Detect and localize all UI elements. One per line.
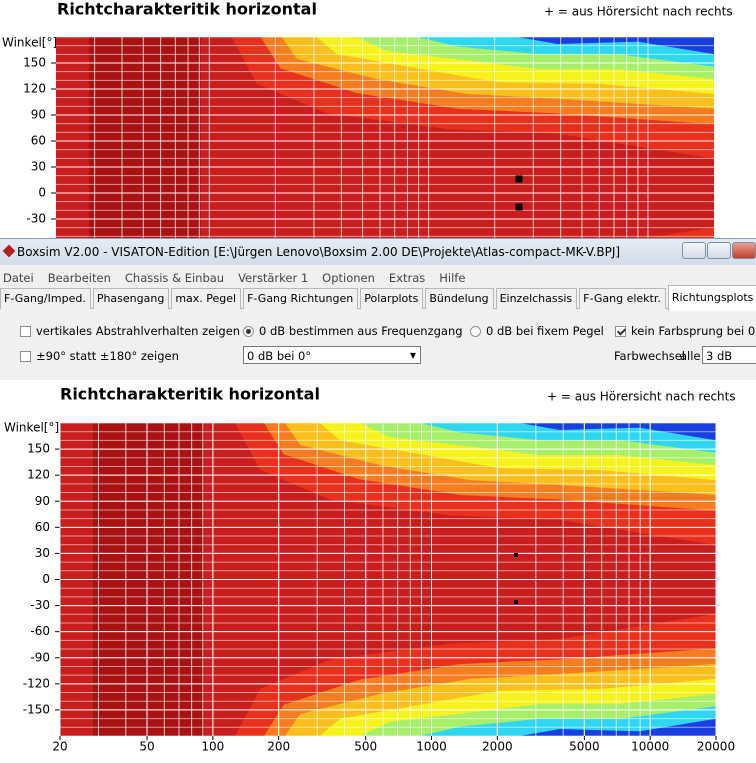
marker	[514, 553, 518, 557]
heatmap-band	[420, 423, 716, 453]
x-tick-label: 500	[354, 740, 377, 754]
input-value: 3 dB	[706, 349, 733, 363]
color-step-input[interactable]: 3 dB	[702, 346, 756, 364]
x-tick-label: 20000	[697, 740, 735, 754]
y-tick-label: -30	[26, 212, 46, 226]
option-label: ±90° statt ±180° zeigen	[36, 349, 179, 363]
y-tick-label: 0	[42, 572, 50, 586]
menu-item[interactable]: Optionen	[322, 271, 375, 285]
main-chart: Richtcharakteritik horizontal + = aus Hö…	[4, 385, 736, 754]
menu-item[interactable]: Extras	[388, 271, 426, 285]
heatmap-band	[519, 718, 716, 736]
heatmap-band	[417, 37, 714, 67]
color-step-label: Farbwechsel	[614, 349, 685, 363]
y-tick-label: 60	[35, 520, 50, 534]
option-label: kein Farbsprung bei 0 dB	[631, 324, 756, 338]
option-label: 0 dB bei fixem Pegel	[486, 324, 604, 338]
vertical-option[interactable]: vertikales Abstrahlverhalten zeigen	[20, 324, 240, 338]
x-tick-label: 10000	[631, 740, 669, 754]
heatmap-band	[517, 37, 714, 55]
marker	[515, 203, 523, 211]
window: Boxsim V2.00 - VISATON-Edition [E:\Jürge…	[0, 238, 756, 380]
radio[interactable]	[243, 325, 254, 337]
tab-bar: F-Gang/Imped. Phasengang max. Pegel F-Gang …	[0, 285, 756, 311]
maximize-button[interactable]	[707, 242, 731, 259]
tab[interactable]: Polarplots	[360, 288, 424, 309]
app-icon	[2, 244, 16, 258]
tab[interactable]: F-Gang elektr.	[579, 288, 666, 309]
y-tick-label: -90	[30, 650, 50, 664]
heatmap-band	[646, 227, 714, 238]
y-tick-label: 60	[31, 134, 46, 148]
x-tick-label: 200	[267, 740, 290, 754]
tab[interactable]: F-Gang/Imped.	[0, 288, 91, 309]
tab[interactable]: Einzelchassis	[495, 288, 578, 309]
no-color-jump-option[interactable]: kein Farbsprung bei 0 dB	[615, 324, 756, 338]
chart-note: + = aus Hörersicht nach rechts	[544, 5, 733, 19]
heatmap-region	[88, 37, 201, 238]
y-tick-label: 150	[27, 442, 50, 456]
menu-item[interactable]: Datei	[3, 271, 34, 285]
menu-item[interactable]: Chassis & Einbau	[124, 271, 225, 285]
marker	[515, 175, 523, 183]
y-tick-label: -120	[23, 676, 50, 690]
window-title: Boxsim V2.00 - VISATON-Edition [E:\Jürge…	[17, 245, 621, 259]
menu-item[interactable]: Bearbeiten	[47, 271, 111, 285]
y-tick-label: 90	[31, 108, 46, 122]
y-tick-label: 30	[31, 160, 46, 174]
y-tick-label: 150	[23, 56, 46, 70]
y-tick-label: 90	[35, 494, 50, 508]
radio[interactable]	[470, 325, 481, 337]
heatmap-band	[420, 706, 716, 736]
tab[interactable]: Richtungsplots	[667, 285, 756, 311]
close-button[interactable]	[732, 242, 756, 259]
heatmap-band	[519, 423, 716, 441]
select-value: 0 dB bei 0°	[247, 349, 312, 363]
option-label: 0 dB bestimmen aus Frequenzgang	[259, 324, 463, 338]
x-tick-label: 1000	[416, 740, 447, 754]
y-tick-label: 120	[23, 82, 46, 96]
y-tick-label: -150	[23, 702, 50, 716]
x-tick-label: 2000	[482, 740, 513, 754]
y-tick-label: 120	[27, 468, 50, 482]
checkbox[interactable]	[615, 325, 626, 337]
y-tick-label: 30	[35, 546, 50, 560]
chart-note: + = aus Hörersicht nach rechts	[547, 390, 736, 404]
zero-db-response-option[interactable]: 0 dB bestimmen aus Frequenzgang	[243, 324, 463, 338]
color-step-all: alle	[680, 349, 701, 363]
x-tick-label: 100	[201, 740, 224, 754]
tab[interactable]: F-Gang Richtungen	[243, 288, 359, 309]
minimize-button[interactable]	[682, 242, 706, 259]
menu-item[interactable]: Hilfe	[439, 271, 466, 285]
zero-db-select[interactable]: 0 dB bei 0°	[243, 346, 421, 364]
x-tick-label: 5000	[569, 740, 600, 754]
chart-title: Richtcharakteritik horizontal	[60, 385, 320, 404]
background-chart: Richtcharakteritik horizontal + = aus Hö…	[2, 0, 733, 238]
y-tick-label: -60	[30, 624, 50, 638]
zero-db-fixed-option[interactable]: 0 dB bei fixem Pegel	[470, 324, 604, 338]
menu-bar: Datei Bearbeiten Chassis & Einbau Verstärke…	[0, 268, 756, 288]
y-tick-label: -30	[30, 598, 50, 612]
chart-title: Richtcharakteritik horizontal	[57, 0, 317, 19]
tab[interactable]: Phasengang	[92, 288, 170, 309]
marker	[514, 600, 518, 604]
title-bar: Boxsim V2.00 - VISATON-Edition [E:\Jürge…	[0, 238, 756, 265]
tab[interactable]: max. Pegel	[171, 288, 242, 309]
y-tick-label: 0	[38, 186, 46, 200]
x-tick-label: 50	[139, 740, 154, 754]
checkbox[interactable]	[20, 325, 31, 337]
range-option[interactable]: ±90° statt ±180° zeigen	[20, 349, 179, 363]
option-label: vertikales Abstrahlverhalten zeigen	[36, 324, 241, 338]
y-axis-label: Winkel[°]	[2, 36, 57, 50]
y-axis-label: Winkel[°]	[4, 421, 59, 435]
checkbox[interactable]	[20, 350, 31, 362]
x-tick-label: 20	[52, 740, 67, 754]
tab[interactable]: Bündelung	[425, 288, 494, 309]
menu-item[interactable]: Verstärker 1	[238, 271, 309, 285]
